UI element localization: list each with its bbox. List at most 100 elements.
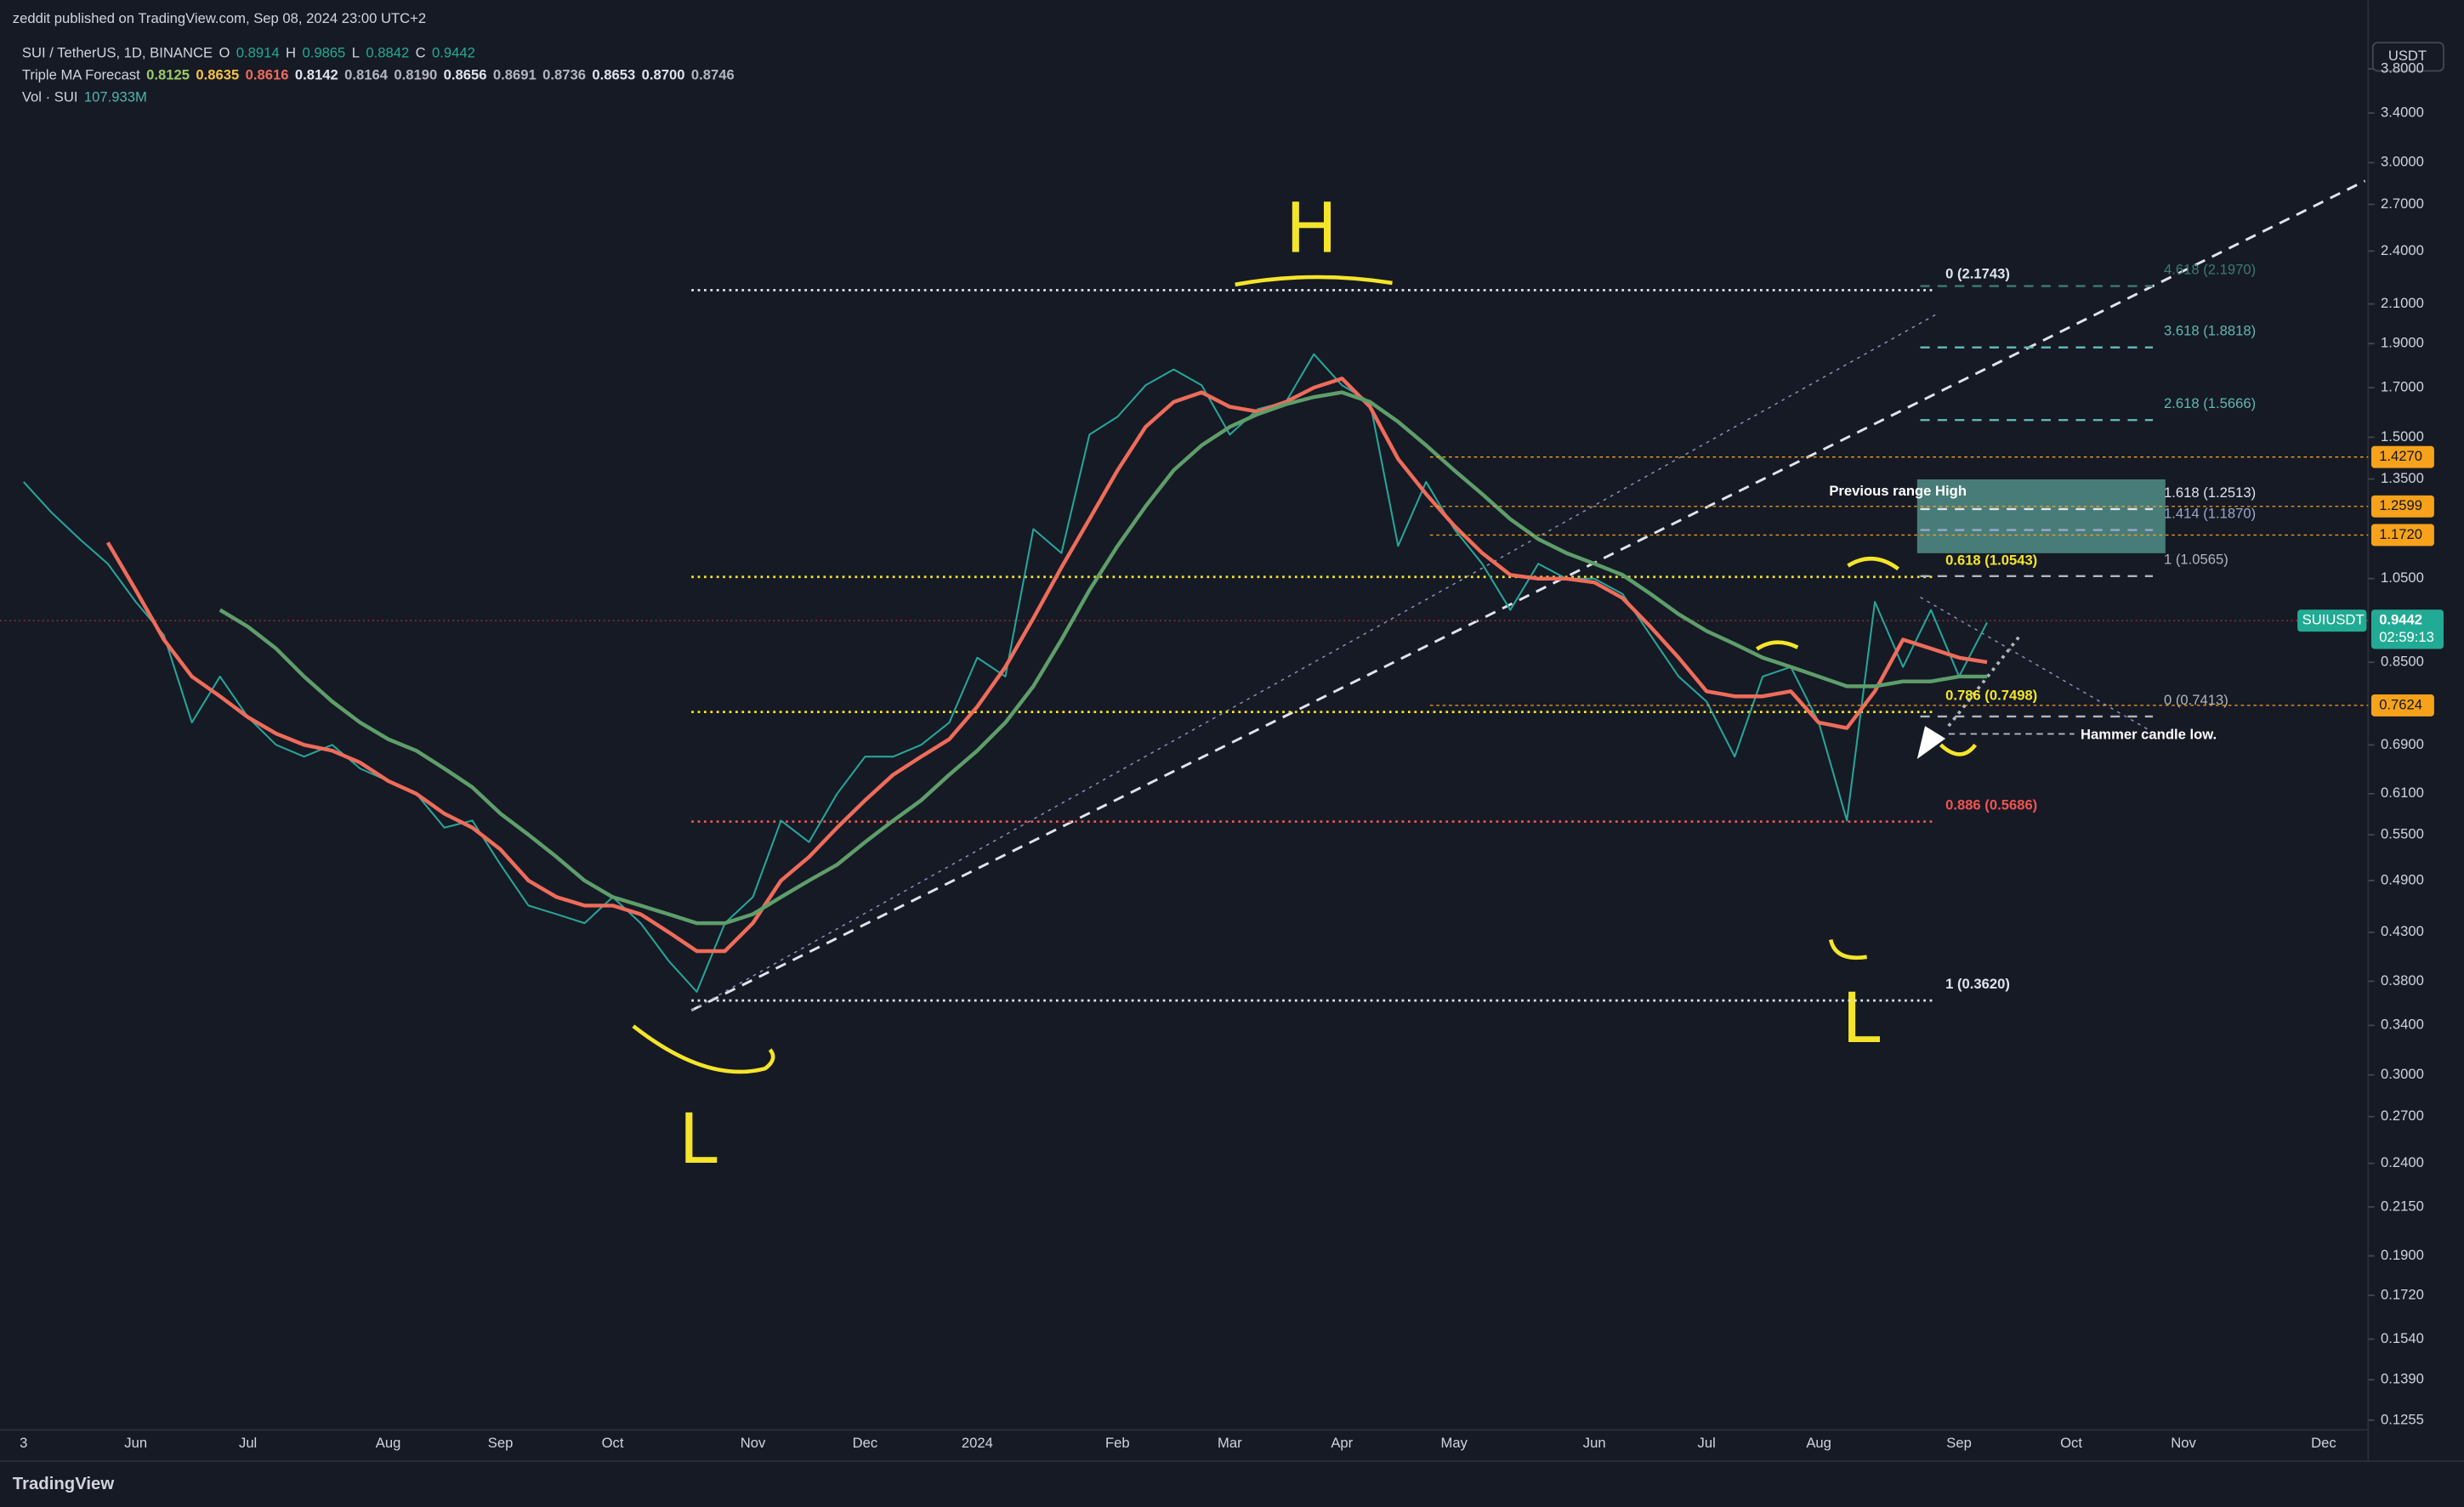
- hammer-label: Hammer candle low.: [2081, 727, 2217, 743]
- y-tick-label: 0.4300: [2381, 923, 2424, 939]
- y-tick-label: 0.1390: [2381, 1371, 2424, 1387]
- series-line: [105, 377, 1988, 954]
- y-tick-label: 0.5500: [2381, 826, 2424, 842]
- symbol-tag: SUIUSDT: [2302, 612, 2365, 628]
- countdown: 02:59:13: [2379, 629, 2434, 645]
- x-tick-label: Sep: [488, 1435, 514, 1451]
- y-tick-label: 0.1900: [2381, 1247, 2424, 1263]
- x-tick-label: 3: [20, 1435, 27, 1451]
- y-tick-label: 0.1720: [2381, 1286, 2424, 1302]
- price-tag-box: [2370, 445, 2434, 468]
- ohlc-value: 0.8914: [236, 45, 280, 61]
- x-tick-label: Nov: [741, 1435, 766, 1451]
- y-tick-label: 3.4000: [2381, 104, 2424, 120]
- volume-name: Vol · SUI: [22, 88, 78, 105]
- fib-ext-label: 1 (1.0565): [2164, 552, 2228, 568]
- y-tick-label: 0.1255: [2381, 1411, 2424, 1427]
- last-price-box: [2370, 609, 2444, 649]
- indicator-value: 0.8616: [246, 66, 289, 82]
- x-tick-label: Jul: [239, 1435, 257, 1451]
- y-tick-label: 0.3400: [2381, 1017, 2424, 1033]
- x-tick-label: Oct: [602, 1435, 624, 1451]
- x-tick-label: Dec: [853, 1435, 878, 1451]
- x-tick-label: Apr: [1331, 1435, 1353, 1451]
- indicator-value: 0.8125: [146, 66, 190, 82]
- volume-value: 107.933M: [84, 88, 147, 105]
- hand-stroke: [632, 1024, 775, 1074]
- y-tick-label: 3.8000: [2381, 60, 2424, 76]
- x-tick-label: Jun: [1583, 1435, 1606, 1451]
- ohlc-value: 0.9865: [302, 45, 345, 61]
- x-tick-label: Aug: [376, 1435, 401, 1451]
- indicator-value: 0.8190: [394, 66, 437, 82]
- y-tick-label: 2.7000: [2381, 195, 2424, 212]
- ohlc-value: 0.8842: [366, 45, 409, 61]
- range-box: [1916, 479, 2166, 553]
- y-tick-label: 0.1540: [2381, 1330, 2424, 1346]
- price-tag-label: 1.4270: [2379, 448, 2422, 464]
- y-tick-label: 0.3800: [2381, 972, 2424, 989]
- fib-label: 0 (2.1743): [1945, 265, 2010, 281]
- price-tag-label: 1.2599: [2379, 497, 2422, 513]
- y-tick-label: 1.3500: [2381, 470, 2424, 486]
- currency-box: [2371, 42, 2444, 72]
- indicator-name: Triple MA Forecast: [22, 66, 140, 82]
- arrow-icon: [1916, 726, 1946, 759]
- fib-ext-label: 1.414 (1.1870): [2164, 505, 2256, 521]
- y-tick-label: 3.0000: [2381, 154, 2424, 170]
- hand-stroke: [1939, 743, 1978, 756]
- indicator-value: 0.8142: [295, 66, 338, 82]
- y-tick-label: 0.2150: [2381, 1198, 2424, 1214]
- hand-letter: H: [1286, 189, 1337, 269]
- x-tick-label: Aug: [1806, 1435, 1831, 1451]
- indicator-value: 0.8736: [542, 66, 586, 82]
- indicator-value: 0.8656: [444, 66, 487, 82]
- symbol-tag-box: [2297, 609, 2367, 632]
- indicator-value: 0.8700: [642, 66, 685, 82]
- y-tick-label: 0.2700: [2381, 1108, 2424, 1124]
- y-tick-label: 1.0500: [2381, 569, 2424, 586]
- currency: USDT: [2388, 48, 2427, 64]
- x-tick-label: Jun: [124, 1435, 147, 1451]
- x-tick-label: Mar: [1218, 1435, 1242, 1451]
- x-tick-label: Nov: [2171, 1435, 2196, 1451]
- y-tick-label: 0.3000: [2381, 1066, 2424, 1082]
- x-tick-label: 2024: [962, 1435, 993, 1451]
- fib-label: 0.786 (0.7498): [1945, 688, 2037, 704]
- hand-letter: L: [678, 1100, 717, 1180]
- hand-stroke: [1235, 275, 1393, 287]
- indicator-value: 0.8635: [196, 66, 239, 82]
- y-tick-label: 1.9000: [2381, 335, 2424, 351]
- fib-ext-label: 4.618 (2.1970): [2164, 261, 2256, 277]
- fib-label: 0.618 (1.0543): [1945, 552, 2037, 569]
- y-tick-label: 2.1000: [2381, 295, 2424, 311]
- range-box-label: Previous range High: [1829, 483, 1967, 499]
- fib-label: 0.886 (0.5686): [1945, 797, 2037, 813]
- price-tag-box: [2370, 524, 2434, 547]
- fib-diagonal: [1920, 596, 2154, 734]
- y-tick-label: 1.5000: [2381, 428, 2424, 445]
- x-tick-label: Dec: [2311, 1435, 2336, 1451]
- hand-stroke: [1756, 640, 1799, 651]
- trend-line: [690, 179, 2366, 1012]
- fib-diagonal: [690, 314, 1937, 1011]
- ohlc-key: L: [352, 45, 360, 61]
- indicator-value: 0.8746: [691, 66, 735, 82]
- publisher: zeddit published on TradingView.com, Sep…: [13, 10, 426, 26]
- fib-label: 1 (0.3620): [1945, 976, 2010, 992]
- price-tag-label: 0.7624: [2379, 696, 2422, 712]
- fib-ext-label: 2.618 (1.5666): [2164, 395, 2256, 411]
- x-tick-label: Feb: [1105, 1435, 1130, 1451]
- ohlc-key: O: [219, 45, 230, 61]
- x-tick-label: Oct: [2060, 1435, 2082, 1451]
- hand-letter: L: [1842, 979, 1880, 1059]
- price-tag-box: [2370, 694, 2434, 717]
- hand-stroke: [1828, 938, 1868, 960]
- series-line: [219, 390, 1988, 926]
- y-tick-label: 1.7000: [2381, 378, 2424, 394]
- brand: TradingView: [13, 1475, 115, 1493]
- y-tick-label: 0.2400: [2381, 1154, 2424, 1170]
